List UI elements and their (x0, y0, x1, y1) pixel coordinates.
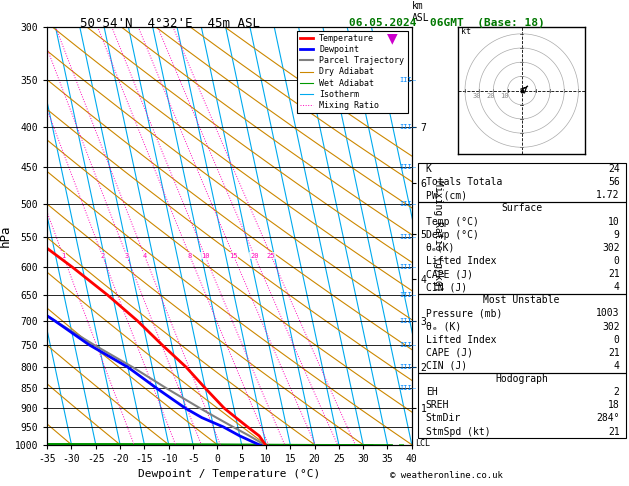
Text: 0: 0 (614, 256, 620, 266)
Text: Pressure (mb): Pressure (mb) (426, 309, 502, 318)
Text: K: K (426, 164, 431, 174)
Text: 10: 10 (201, 253, 209, 259)
Text: Totals Totala: Totals Totala (426, 177, 502, 187)
Text: Surface: Surface (501, 204, 542, 213)
Text: CAPE (J): CAPE (J) (426, 348, 473, 358)
Text: III—: III— (399, 292, 416, 298)
Bar (418, 162, 626, 202)
Text: 1.72: 1.72 (596, 191, 620, 200)
Text: 15: 15 (229, 253, 238, 259)
Text: 4: 4 (142, 253, 147, 259)
Text: Lifted Index: Lifted Index (426, 256, 496, 266)
Text: 2: 2 (614, 387, 620, 397)
Text: Temp (°C): Temp (°C) (426, 217, 479, 226)
Text: 20: 20 (486, 93, 495, 99)
Text: 1003: 1003 (596, 309, 620, 318)
Y-axis label: Mixing Ratio (g/kg): Mixing Ratio (g/kg) (433, 180, 443, 292)
Text: PW (cm): PW (cm) (426, 191, 467, 200)
Y-axis label: hPa: hPa (0, 225, 12, 247)
Text: 10: 10 (608, 217, 620, 226)
Text: 8: 8 (187, 253, 192, 259)
Text: Dewp (°C): Dewp (°C) (426, 230, 479, 240)
Text: III—: III— (399, 385, 416, 391)
Text: III—: III— (399, 77, 416, 83)
Text: 10: 10 (499, 93, 508, 99)
Text: 9: 9 (614, 230, 620, 240)
Text: © weatheronline.co.uk: © weatheronline.co.uk (390, 471, 503, 480)
Text: 3: 3 (125, 253, 129, 259)
Text: 30: 30 (473, 93, 481, 99)
Text: Hodograph: Hodograph (495, 374, 548, 384)
Text: —: — (399, 440, 404, 449)
Text: III—: III— (399, 364, 416, 370)
Text: III—: III— (399, 234, 416, 240)
Text: III—: III— (399, 264, 416, 270)
Text: ▼: ▼ (387, 32, 398, 46)
Bar (418, 372, 626, 438)
Text: 50°54'N  4°32'E  45m ASL: 50°54'N 4°32'E 45m ASL (80, 17, 260, 30)
Text: 24: 24 (608, 164, 620, 174)
Text: CAPE (J): CAPE (J) (426, 269, 473, 279)
Text: LCL: LCL (415, 439, 430, 449)
Text: Lifted Index: Lifted Index (426, 335, 496, 345)
Text: 25: 25 (267, 253, 276, 259)
Text: 21: 21 (608, 348, 620, 358)
Text: 2: 2 (100, 253, 104, 259)
Text: 56: 56 (608, 177, 620, 187)
Text: StmDir: StmDir (426, 414, 461, 423)
X-axis label: Dewpoint / Temperature (°C): Dewpoint / Temperature (°C) (138, 469, 321, 479)
Text: θₑ (K): θₑ (K) (426, 322, 461, 331)
Text: StmSpd (kt): StmSpd (kt) (426, 427, 491, 436)
Text: CIN (J): CIN (J) (426, 282, 467, 292)
Legend: Temperature, Dewpoint, Parcel Trajectory, Dry Adiabat, Wet Adiabat, Isotherm, Mi: Temperature, Dewpoint, Parcel Trajectory… (297, 31, 408, 113)
Bar (418, 294, 626, 372)
Text: III—: III— (399, 164, 416, 171)
Text: Most Unstable: Most Unstable (484, 295, 560, 305)
Text: III—: III— (399, 201, 416, 207)
Text: 1: 1 (61, 253, 65, 259)
Text: 0: 0 (614, 335, 620, 345)
Text: III—: III— (399, 342, 416, 348)
Text: 21: 21 (608, 427, 620, 436)
Text: 4: 4 (614, 361, 620, 371)
Text: CIN (J): CIN (J) (426, 361, 467, 371)
Text: III—: III— (399, 123, 416, 130)
Text: 18: 18 (608, 400, 620, 410)
Text: 302: 302 (602, 322, 620, 331)
Text: θₑ(K): θₑ(K) (426, 243, 455, 253)
Text: 4: 4 (614, 282, 620, 292)
Text: 302: 302 (602, 243, 620, 253)
Text: 21: 21 (608, 269, 620, 279)
Text: km
ASL: km ASL (412, 1, 430, 22)
Text: III—: III— (399, 318, 416, 324)
Text: SREH: SREH (426, 400, 449, 410)
Bar (418, 202, 626, 294)
Text: 20: 20 (250, 253, 259, 259)
Text: 06.05.2024  06GMT  (Base: 18): 06.05.2024 06GMT (Base: 18) (348, 18, 545, 29)
Text: kt: kt (460, 27, 470, 36)
Text: EH: EH (426, 387, 438, 397)
Text: 284°: 284° (596, 414, 620, 423)
